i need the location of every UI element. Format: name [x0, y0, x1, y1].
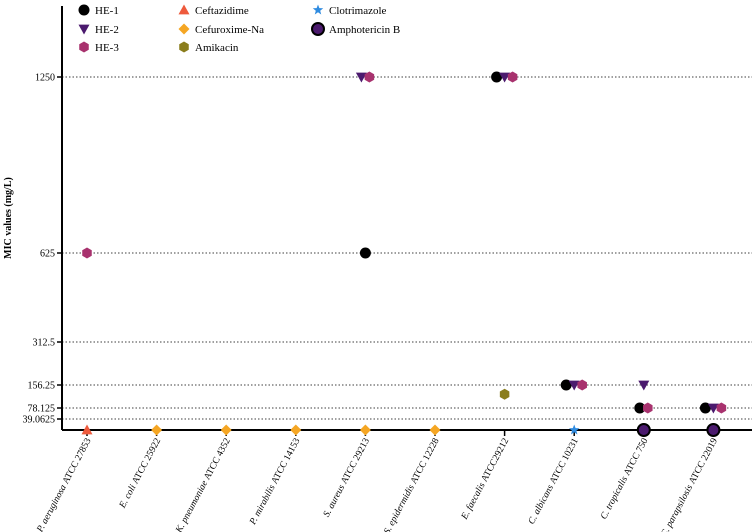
- point-he-2: [638, 380, 650, 391]
- x-tick-label: C. tropicalis ATCC 750: [599, 437, 650, 522]
- x-tick-label: K. pneumoniae ATCC 4352: [174, 437, 233, 532]
- point-he-3: [716, 402, 727, 414]
- y-tick-label: 78.125: [28, 404, 56, 415]
- point-he-3: [364, 71, 375, 83]
- legend-label-ceftazidime: Ceftazidime: [195, 5, 249, 17]
- x-tick-label: E. faecalis ATCC29212: [459, 436, 512, 522]
- point-he-3: [82, 247, 92, 259]
- point-amphotericin-b: [636, 423, 651, 437]
- point-he-3: [507, 71, 518, 83]
- x-tick-label: P. aeruginosa ATCC 27853: [35, 437, 94, 532]
- legend-label-he-2: HE-2: [95, 24, 119, 36]
- legend-label-clotrimazole: Clotrimazole: [329, 5, 387, 17]
- legend-label-he-3: HE-3: [95, 42, 119, 54]
- legend-marker-amphotericin-b: [311, 22, 325, 36]
- point-he-1: [359, 247, 371, 259]
- x-tick-label: C. parapsilosis ATCC 22019: [659, 437, 720, 532]
- legend-label-amikacin: Amikacin: [195, 42, 239, 54]
- x-axis: P. aeruginosa ATCC 27853 E. coli ATCC 259…: [35, 429, 752, 532]
- legend: HE-1 HE-2 HE-3 Ceftazidime Cefuroxime-Na Amik…: [78, 4, 400, 54]
- point-cefuroxime-na: [359, 424, 371, 436]
- point-ceftazidime: [81, 424, 93, 435]
- legend-label-cefuroxime-na: Cefuroxime-Na: [195, 24, 264, 36]
- x-tick-label: C. albicans ATCC 10231: [527, 437, 581, 527]
- point-he-2: [355, 72, 367, 83]
- point-cefuroxime-na: [290, 424, 302, 436]
- legend-label-he-1: HE-1: [95, 5, 119, 17]
- legend-marker-ceftazidime: [178, 4, 190, 15]
- data-points: [81, 71, 727, 437]
- point-he-2: [707, 403, 719, 414]
- x-tick-label: P. mirabilis ATCC 14153: [248, 437, 303, 528]
- legend-marker-he-3: [79, 41, 89, 53]
- point-cefuroxime-na: [429, 424, 441, 436]
- x-tick-label: E. coli ATCC 25922: [118, 437, 164, 511]
- y-tick-label: 625: [40, 249, 55, 260]
- point-he-1: [699, 402, 711, 414]
- x-tick-label: S. epidermidis ATCC 12228: [383, 437, 442, 532]
- point-he-3: [577, 379, 587, 391]
- gridlines: [62, 76, 752, 420]
- legend-marker-he-1: [78, 4, 90, 16]
- legend-marker-clotrimazole: [312, 4, 324, 15]
- point-he-2: [499, 72, 511, 83]
- y-tick-label: 312.5: [33, 338, 56, 349]
- x-tick-label: S. aureus ATCC 29213: [322, 437, 372, 519]
- point-amphotericin-b: [706, 423, 721, 437]
- y-axis-label: MIC values (mg/L): [3, 177, 14, 259]
- point-clotrimazole: [568, 424, 580, 435]
- point-cefuroxime-na: [220, 424, 232, 436]
- point-cefuroxime-na: [151, 424, 163, 436]
- legend-marker-amikacin: [179, 41, 189, 53]
- legend-label-amphotericin-b: Amphotericin B: [329, 24, 400, 36]
- point-amikacin: [499, 388, 510, 400]
- y-tick-label: 1250: [35, 73, 55, 84]
- legend-marker-cefuroxime-na: [178, 23, 190, 35]
- point-he-1: [560, 379, 572, 391]
- point-he-1: [491, 71, 503, 83]
- y-tick-label: 156.25: [28, 381, 56, 392]
- point-he-1: [634, 402, 646, 414]
- point-he-3: [643, 402, 653, 414]
- y-tick-label: 39.0625: [23, 415, 56, 426]
- legend-marker-he-2: [78, 24, 90, 35]
- point-he-2: [568, 380, 580, 391]
